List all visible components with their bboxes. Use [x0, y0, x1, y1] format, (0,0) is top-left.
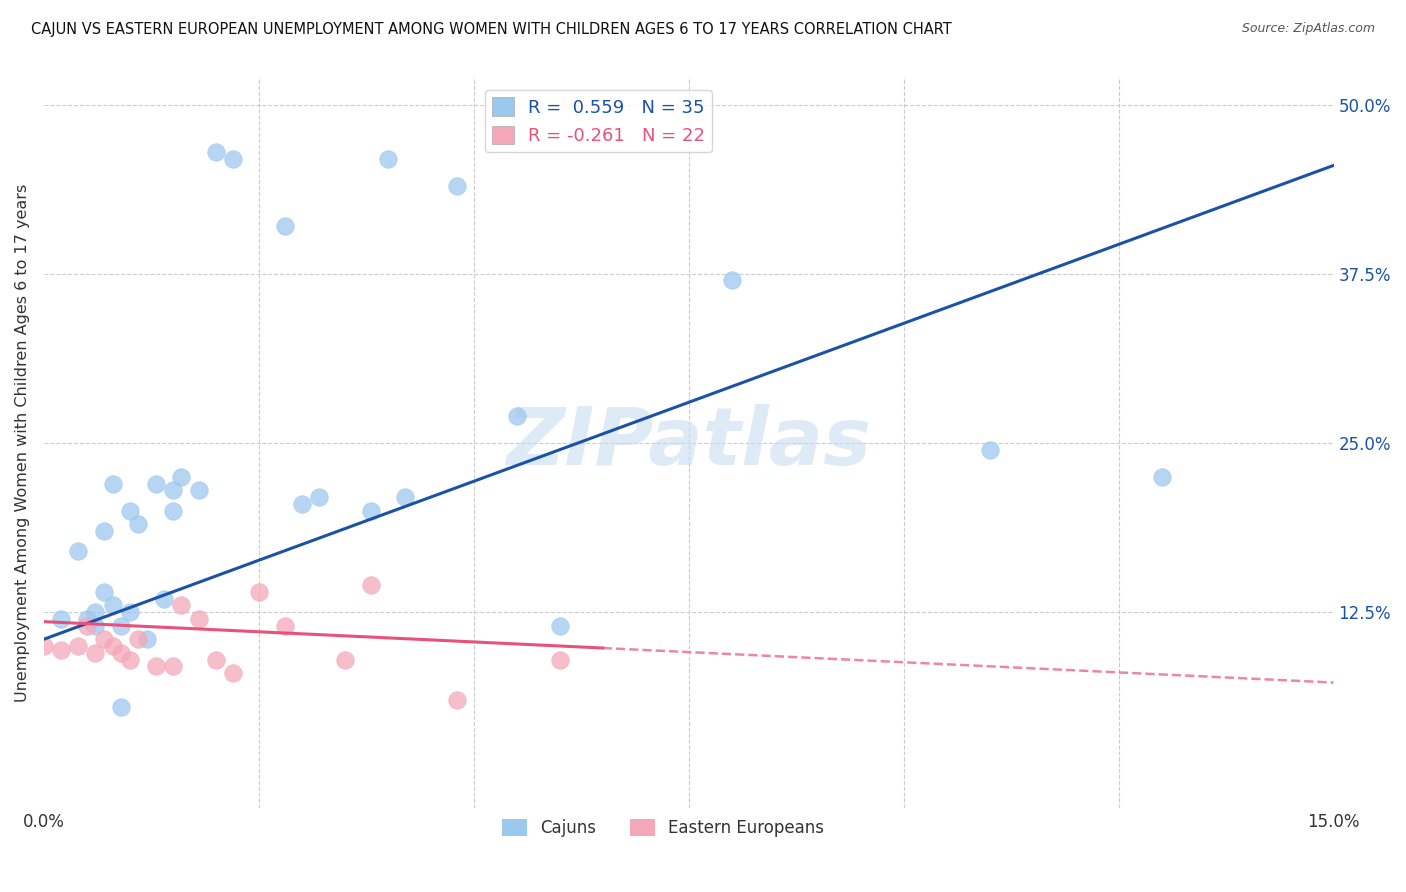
Text: ZIPatlas: ZIPatlas: [506, 404, 872, 482]
Point: [247, 585, 270, 599]
Point: [446, 178, 468, 193]
Point: [548, 652, 571, 666]
Point: [170, 599, 193, 613]
Point: [360, 578, 382, 592]
Point: [153, 591, 176, 606]
Point: [548, 618, 571, 632]
Point: [49, 643, 72, 657]
Point: [127, 517, 149, 532]
Point: [187, 612, 209, 626]
Point: [222, 152, 245, 166]
Point: [76, 612, 98, 626]
Point: [110, 700, 132, 714]
Point: [506, 409, 529, 423]
Legend: Cajuns, Eastern Europeans: Cajuns, Eastern Europeans: [495, 813, 831, 844]
Point: [720, 273, 742, 287]
Point: [145, 659, 167, 673]
Point: [273, 618, 295, 632]
Point: [394, 490, 416, 504]
Point: [308, 490, 330, 504]
Point: [979, 442, 1001, 457]
Point: [145, 476, 167, 491]
Point: [49, 612, 72, 626]
Point: [136, 632, 159, 647]
Point: [205, 652, 228, 666]
Text: CAJUN VS EASTERN EUROPEAN UNEMPLOYMENT AMONG WOMEN WITH CHILDREN AGES 6 TO 17 YE: CAJUN VS EASTERN EUROPEAN UNEMPLOYMENT A…: [31, 22, 952, 37]
Point: [101, 639, 124, 653]
Point: [127, 632, 149, 647]
Point: [222, 666, 245, 681]
Point: [101, 599, 124, 613]
Point: [93, 632, 115, 647]
Point: [67, 639, 90, 653]
Point: [84, 605, 107, 619]
Point: [170, 470, 193, 484]
Point: [446, 693, 468, 707]
Point: [118, 605, 141, 619]
Point: [118, 652, 141, 666]
Point: [162, 659, 184, 673]
Point: [101, 476, 124, 491]
Point: [291, 497, 314, 511]
Point: [110, 618, 132, 632]
Point: [32, 639, 55, 653]
Point: [162, 503, 184, 517]
Point: [110, 646, 132, 660]
Point: [333, 652, 356, 666]
Point: [360, 503, 382, 517]
Point: [1150, 470, 1173, 484]
Point: [187, 483, 209, 498]
Point: [118, 503, 141, 517]
Y-axis label: Unemployment Among Women with Children Ages 6 to 17 years: Unemployment Among Women with Children A…: [15, 184, 30, 702]
Point: [93, 585, 115, 599]
Point: [162, 483, 184, 498]
Point: [84, 618, 107, 632]
Point: [84, 646, 107, 660]
Point: [93, 524, 115, 538]
Point: [377, 152, 399, 166]
Point: [205, 145, 228, 159]
Point: [273, 219, 295, 234]
Point: [67, 544, 90, 558]
Point: [76, 618, 98, 632]
Text: Source: ZipAtlas.com: Source: ZipAtlas.com: [1241, 22, 1375, 36]
